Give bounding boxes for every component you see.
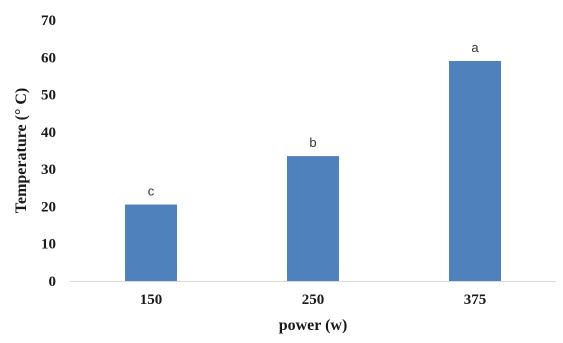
x-tick-label: 375	[464, 292, 487, 308]
x-axis-ticks: 150 250 375	[140, 292, 487, 308]
y-tick-label: 10	[41, 237, 56, 253]
y-tick-label: 70	[41, 13, 56, 29]
y-tick-label: 20	[41, 199, 56, 215]
y-axis-title: Temperature (° C)	[13, 88, 30, 213]
data-label-250: b	[309, 135, 316, 150]
y-tick-label: 30	[41, 162, 56, 178]
data-label-150: c	[148, 184, 155, 199]
y-tick-label: 60	[41, 50, 56, 66]
y-tick-label: 0	[49, 274, 57, 290]
bars-group	[125, 61, 501, 282]
bar-250	[287, 156, 339, 281]
x-tick-label: 150	[140, 292, 163, 308]
data-label-375: a	[471, 40, 479, 55]
y-tick-label: 50	[41, 88, 56, 104]
x-tick-label: 250	[302, 292, 325, 308]
bar-375	[449, 61, 501, 282]
y-axis-ticks: 0 10 20 30 40 50 60 70	[41, 13, 56, 290]
data-labels-group: c b a	[148, 40, 480, 199]
y-tick-label: 40	[41, 125, 56, 141]
x-axis-title: power (w)	[279, 317, 348, 334]
bar-150	[125, 204, 177, 281]
